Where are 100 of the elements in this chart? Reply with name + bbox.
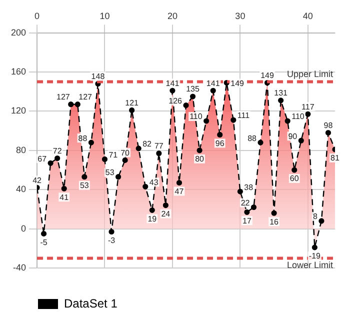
data-label: 53 bbox=[105, 168, 115, 178]
point bbox=[210, 88, 216, 94]
y-tick-label: -40 bbox=[13, 262, 26, 272]
point bbox=[129, 107, 135, 114]
data-label: 19 bbox=[148, 214, 158, 224]
data-label: 67 bbox=[38, 154, 48, 164]
data-label: 80 bbox=[195, 154, 205, 164]
data-label: 42 bbox=[32, 176, 42, 185]
x-tick-label: 20 bbox=[167, 10, 178, 21]
point bbox=[312, 244, 318, 250]
y-tick-label: 40 bbox=[16, 184, 26, 194]
data-label: 77 bbox=[154, 142, 164, 151]
data-label: 121 bbox=[125, 98, 140, 108]
data-label: 8 bbox=[313, 212, 318, 222]
data-label: 24 bbox=[161, 209, 171, 218]
point bbox=[40, 230, 47, 236]
data-label: 43 bbox=[149, 178, 159, 187]
x-tick-label: 10 bbox=[100, 10, 110, 21]
data-label: 47 bbox=[174, 186, 184, 196]
point bbox=[156, 150, 162, 156]
point bbox=[88, 140, 94, 146]
data-label: 88 bbox=[248, 134, 258, 143]
data-label: 141 bbox=[166, 78, 180, 88]
data-label: 16 bbox=[270, 217, 280, 226]
point bbox=[162, 202, 168, 208]
point bbox=[102, 156, 108, 162]
data-label: 98 bbox=[324, 120, 334, 130]
x-tick-label: 40 bbox=[302, 10, 313, 21]
y-tick-label: 0 bbox=[21, 223, 26, 234]
point bbox=[196, 148, 202, 154]
data-label: 96 bbox=[215, 138, 225, 148]
point bbox=[271, 210, 277, 216]
point bbox=[48, 160, 54, 166]
data-label: 149 bbox=[260, 70, 274, 80]
data-label: 131 bbox=[274, 88, 288, 98]
point bbox=[250, 204, 257, 210]
point bbox=[190, 94, 196, 100]
data-label: 72 bbox=[52, 146, 62, 156]
data-label: 110 bbox=[190, 112, 203, 122]
point bbox=[74, 102, 80, 108]
point bbox=[230, 117, 236, 123]
x-tick-label: 0 bbox=[34, 10, 40, 21]
data-label: 71 bbox=[108, 150, 118, 160]
point bbox=[325, 130, 332, 136]
point bbox=[258, 140, 264, 146]
ref-line-label: Upper Limit bbox=[286, 68, 334, 79]
data-label: 135 bbox=[186, 84, 200, 94]
ref-line-label: Lower Limit bbox=[286, 260, 334, 270]
data-label: 88 bbox=[78, 134, 88, 143]
data-label: 127 bbox=[78, 92, 93, 102]
data-label: 82 bbox=[142, 140, 152, 149]
point bbox=[108, 228, 114, 235]
point bbox=[284, 118, 290, 124]
point bbox=[122, 157, 128, 163]
data-label: 90 bbox=[288, 132, 298, 141]
point bbox=[115, 174, 122, 180]
point bbox=[136, 146, 142, 152]
data-label: 70 bbox=[120, 148, 130, 158]
data-label: 126 bbox=[168, 96, 183, 106]
x-tick-label: 30 bbox=[235, 10, 246, 21]
point bbox=[204, 118, 210, 124]
point bbox=[278, 98, 284, 104]
legend-label: DataSet 1 bbox=[64, 296, 118, 310]
point bbox=[318, 218, 324, 224]
point bbox=[142, 184, 148, 190]
point bbox=[217, 132, 223, 138]
point bbox=[237, 188, 243, 194]
data-label: -5 bbox=[40, 238, 48, 247]
point bbox=[176, 180, 182, 186]
point bbox=[54, 155, 60, 162]
data-label: -19 bbox=[308, 252, 322, 261]
y-tick-label: 120 bbox=[10, 106, 26, 116]
data-label: 111 bbox=[237, 111, 250, 120]
point bbox=[298, 138, 304, 144]
data-label: 41 bbox=[60, 192, 70, 202]
data-label: 60 bbox=[290, 174, 300, 184]
point bbox=[82, 174, 88, 180]
data-label: 53 bbox=[80, 181, 90, 190]
y-tick-label: 200 bbox=[10, 27, 26, 38]
point bbox=[244, 209, 250, 215]
data-label: 110 bbox=[292, 112, 305, 122]
data-label: 38 bbox=[244, 182, 254, 192]
data-label: 17 bbox=[242, 216, 252, 226]
point bbox=[292, 167, 298, 173]
data-label: 141 bbox=[206, 78, 220, 88]
data-label: -3 bbox=[108, 236, 116, 245]
data-label: 81 bbox=[330, 154, 340, 163]
point bbox=[183, 102, 189, 108]
point bbox=[305, 111, 311, 117]
y-tick-label: 160 bbox=[10, 66, 26, 76]
data-label: 127 bbox=[56, 92, 70, 102]
data-label: 22 bbox=[240, 198, 250, 208]
data-label: 148 bbox=[91, 72, 106, 81]
data-label: 149 bbox=[230, 78, 245, 88]
y-tick-label: 80 bbox=[16, 144, 26, 155]
point bbox=[68, 102, 74, 108]
point bbox=[61, 186, 67, 192]
point bbox=[149, 207, 155, 213]
data-label: 117 bbox=[302, 102, 315, 112]
point bbox=[170, 88, 176, 94]
